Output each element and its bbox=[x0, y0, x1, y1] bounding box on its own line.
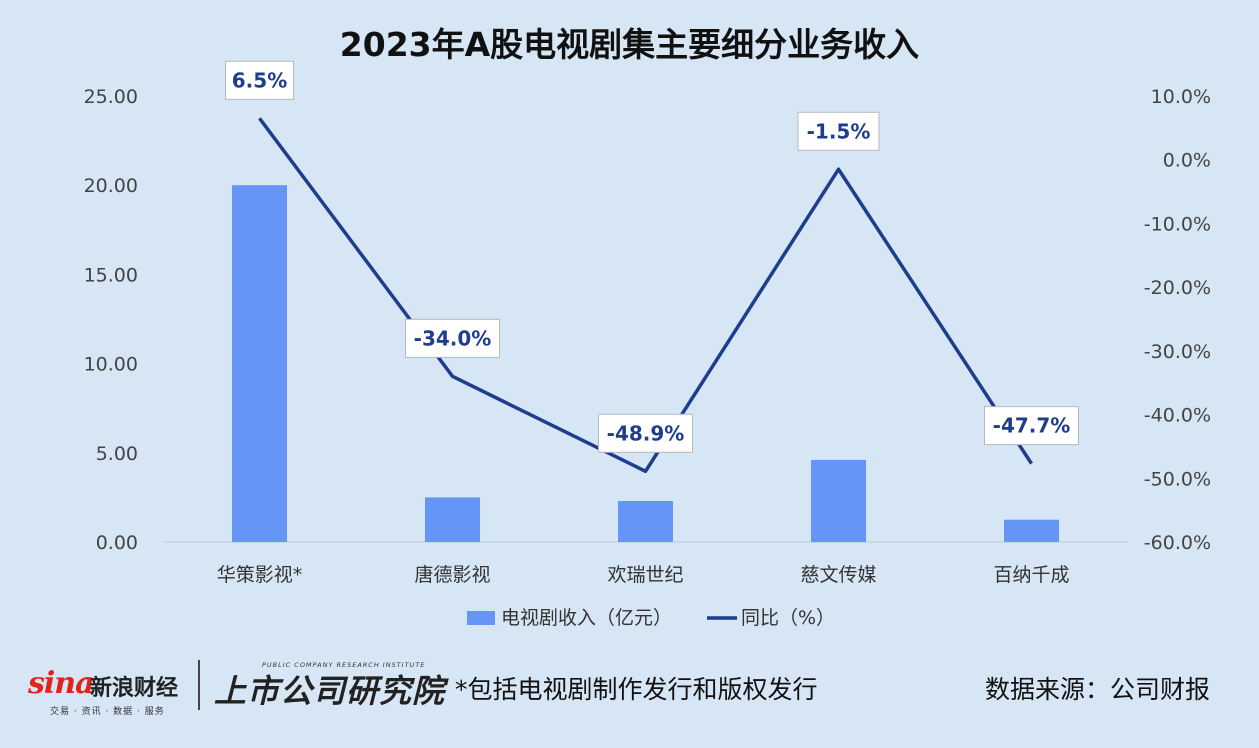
right-tick-label: -60.0% bbox=[1144, 532, 1211, 554]
data-label: -48.9% bbox=[607, 421, 685, 445]
left-axis-ticks: 0.00 5.00 10.00 15.00 20.00 25.00 bbox=[84, 86, 138, 554]
data-label: -1.5% bbox=[807, 119, 871, 143]
institute-logo: 上市公司研究院 bbox=[214, 672, 446, 710]
right-tick-label: -40.0% bbox=[1144, 405, 1211, 427]
data-label: -47.7% bbox=[993, 414, 1071, 438]
data-source: 数据来源：公司财报 bbox=[984, 675, 1210, 704]
left-tick-label: 5.00 bbox=[96, 443, 138, 465]
data-label-box bbox=[598, 413, 693, 453]
category-label: 欢瑞世纪 bbox=[607, 564, 683, 586]
data-label-box bbox=[797, 111, 880, 151]
bar bbox=[618, 500, 673, 542]
data-label: 6.5% bbox=[232, 68, 287, 92]
legend-bar-label: 电视剧收入（亿元） bbox=[501, 607, 672, 629]
legend: 电视剧收入（亿元） 同比（%） bbox=[467, 607, 835, 629]
sina-slogan: 交易 · 资讯 · 数据 · 服务 bbox=[50, 707, 165, 717]
sina-finance-name: 新浪财经 bbox=[90, 676, 179, 701]
category-labels: 华策影视* 唐德影视 欢瑞世纪 慈文传媒 百纳千成 bbox=[217, 564, 1070, 586]
right-tick-label: -20.0% bbox=[1144, 277, 1211, 299]
category-label: 慈文传媒 bbox=[800, 564, 876, 586]
left-tick-label: 10.00 bbox=[84, 354, 138, 376]
legend-bar-swatch bbox=[467, 611, 495, 625]
category-label: 唐德影视 bbox=[414, 564, 490, 586]
combo-chart: 0.00 5.00 10.00 15.00 20.00 25.00 10.0% 0.0% -1… bbox=[84, 60, 1211, 629]
right-tick-label: -50.0% bbox=[1144, 468, 1211, 490]
category-label: 华策影视* bbox=[217, 564, 303, 586]
data-label-box bbox=[225, 60, 294, 100]
bar bbox=[1004, 519, 1059, 542]
bar-series bbox=[232, 185, 1059, 542]
logo-divider bbox=[198, 660, 200, 710]
right-tick-label: -10.0% bbox=[1144, 213, 1211, 235]
right-tick-label: 0.0% bbox=[1163, 150, 1211, 172]
left-tick-label: 25.00 bbox=[84, 86, 138, 108]
chart-title: 2023年A股电视剧集主要细分业务收入 bbox=[339, 25, 920, 64]
institute-english-name: PUBLIC COMPANY RESEARCH INSTITUTE bbox=[262, 661, 426, 669]
left-tick-label: 15.00 bbox=[84, 264, 138, 286]
data-label-box bbox=[984, 406, 1079, 446]
grid-lines bbox=[163, 95, 1128, 543]
right-tick-label: -30.0% bbox=[1144, 341, 1211, 363]
data-label-box bbox=[405, 318, 500, 358]
legend-line-label: 同比（%） bbox=[741, 607, 835, 629]
right-axis-ticks: 10.0% 0.0% -10.0% -20.0% -30.0% -40.0% -50.0% -… bbox=[1144, 86, 1211, 554]
right-tick-label: 10.0% bbox=[1151, 86, 1211, 108]
bar bbox=[425, 497, 480, 542]
category-label: 百纳千成 bbox=[993, 564, 1069, 586]
line-series bbox=[258, 117, 1033, 474]
footer: sina 新浪财经 交易 · 资讯 · 数据 · 服务 PUBLIC COMPA… bbox=[0, 648, 1259, 748]
left-tick-label: 0.00 bbox=[96, 532, 138, 554]
bar bbox=[232, 185, 287, 542]
sina-wordmark: sina bbox=[28, 666, 95, 701]
left-tick-label: 20.00 bbox=[84, 175, 138, 197]
yoy-line bbox=[258, 117, 1033, 474]
data-label: -34.0% bbox=[414, 326, 492, 350]
footnote: *包括电视剧制作发行和版权发行 bbox=[455, 675, 818, 704]
bar bbox=[811, 459, 866, 542]
data-labels: 6.5% -34.0% -48.9% -1.5% -47.7% bbox=[225, 60, 1079, 453]
